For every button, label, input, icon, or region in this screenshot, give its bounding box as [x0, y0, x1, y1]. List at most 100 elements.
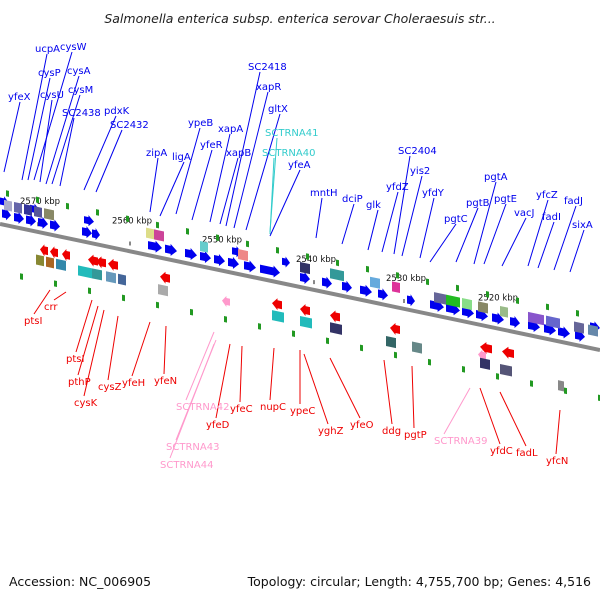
forward-gene-label: pdxK — [104, 106, 130, 117]
feature-marker — [156, 221, 159, 229]
gene-feature-box — [500, 364, 512, 377]
gene-feature-box — [24, 204, 32, 216]
label-connector — [233, 91, 269, 229]
reverse-gene-label: yghZ — [318, 426, 344, 437]
label-connector — [501, 217, 527, 267]
reverse-gene-label: ypeC — [290, 406, 315, 417]
feature-marker — [224, 316, 227, 323]
gene-feature-box — [434, 292, 446, 305]
gene-feature-box — [36, 254, 44, 267]
forward-gene-label: SC2438 — [62, 108, 101, 119]
reverse-gene-label: SCTRNA39 — [434, 436, 487, 447]
reverse-gene-arrow — [40, 244, 48, 257]
feature-marker — [394, 351, 397, 359]
reverse-rna-arrow — [478, 349, 486, 361]
feature-marker — [360, 344, 363, 352]
label-connector — [527, 199, 549, 267]
forward-gene-label: cysU — [40, 90, 64, 101]
forward-gene-label: SC2418 — [248, 62, 287, 73]
label-connector — [215, 343, 231, 419]
reverse-rna-arrow — [222, 296, 230, 308]
label-connector — [555, 409, 561, 455]
forward-gene-label: xapB — [226, 148, 251, 159]
forward-gene-arrow — [214, 253, 225, 266]
feature-marker — [122, 294, 125, 302]
feature-marker — [486, 291, 489, 298]
feature-layer — [0, 190, 600, 402]
label-connector — [45, 75, 80, 185]
reverse-gene-label: yfeH — [122, 378, 145, 389]
feature-marker — [396, 272, 399, 279]
forward-gene-label: yfdZ — [386, 182, 409, 193]
label-connector — [59, 117, 75, 187]
reverse-gene-arrow — [330, 310, 340, 323]
label-connector — [455, 207, 479, 263]
forward-gene-label: yis2 — [410, 166, 430, 177]
label-connector — [315, 197, 323, 239]
gene-feature-box — [546, 315, 560, 329]
feature-marker — [246, 240, 249, 248]
reverse-gene-arrow — [96, 256, 106, 269]
label-connector — [569, 229, 585, 273]
gene-feature-box — [106, 271, 116, 284]
forward-gene-arrow — [378, 288, 388, 301]
forward-gene-arrow — [148, 240, 162, 253]
gene-feature-box — [478, 301, 488, 314]
forward-gene-arrow — [342, 280, 352, 293]
label-connector — [329, 357, 361, 419]
label-connector — [429, 223, 457, 263]
forward-gene-label: ypeB — [188, 118, 213, 129]
forward-gene-arrow — [92, 228, 100, 241]
kbp-tick-label: 2570 kbp — [20, 197, 60, 207]
gene-feature-box — [34, 206, 42, 218]
feature-marker — [6, 190, 9, 197]
forward-gene-label: dciP — [342, 194, 363, 205]
forward-gene-arrow — [558, 326, 570, 339]
label-connector — [269, 169, 301, 237]
forward-gene-arrow — [446, 303, 460, 316]
reverse-gene-label: cysZ — [98, 382, 122, 393]
feature-marker — [462, 366, 465, 373]
kbp-tick-label: 2520 kbp — [478, 293, 518, 303]
reverse-gene-label: yfeC — [230, 404, 253, 415]
kbp-tick-label: 2530 kbp — [386, 274, 426, 284]
forward-gene-arrow — [2, 208, 11, 221]
reverse-gene-label: pgtP — [404, 430, 427, 441]
gene-feature-box — [46, 256, 54, 269]
label-connector — [75, 299, 93, 353]
forward-gene-label: xapR — [256, 82, 281, 93]
gene-feature-box — [330, 322, 342, 335]
forward-gene-label: yfeA — [288, 160, 311, 171]
gene-feature-box — [528, 311, 544, 326]
reverse-gene-arrow — [50, 246, 58, 259]
feature-marker — [156, 301, 159, 309]
forward-gene-arrow — [322, 276, 332, 289]
feature-marker — [186, 228, 189, 235]
feature-marker — [96, 209, 99, 216]
label-connector — [245, 113, 281, 231]
gene-feature-box — [92, 268, 102, 281]
label-connector — [401, 175, 423, 257]
label-connector — [159, 161, 185, 217]
label-connector — [95, 129, 123, 193]
feature-marker — [336, 259, 339, 267]
label-connector — [27, 77, 51, 181]
label-connector — [411, 365, 415, 429]
forward-gene-arrow — [14, 211, 24, 224]
backbone-layer: 2570 kbp 2560 kbp 2550 kbp 2540 kbp 2530 kbp… — [0, 197, 600, 352]
map-title: Salmonella enterica subsp. enterica sero… — [104, 11, 495, 26]
label-connector — [191, 149, 213, 221]
gene-feature-box — [118, 273, 126, 286]
forward-gene-arrow — [430, 299, 444, 312]
gene-feature-box — [392, 281, 400, 294]
gene-feature-box — [412, 341, 422, 354]
label-connector — [33, 51, 73, 181]
label-connector — [185, 331, 215, 401]
forward-gene-arrow — [510, 316, 520, 329]
feature-marker — [366, 265, 369, 273]
label-connector — [383, 359, 393, 425]
forward-gene-label: glk — [366, 200, 381, 211]
label-connector — [51, 94, 81, 185]
reverse-gene-arrow — [160, 271, 170, 284]
